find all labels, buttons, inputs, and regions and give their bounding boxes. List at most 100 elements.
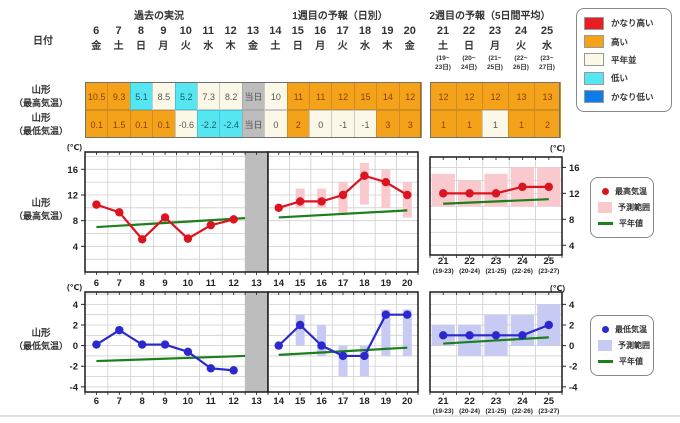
table-row-label-min: 山形 （最低気温） [0, 113, 82, 137]
panel-week1: 14 15 16 17 18 19 20 [267, 151, 419, 289]
table-cell: -0.6 [174, 110, 198, 138]
date-column-label: 日付 [33, 36, 53, 47]
x-axis-label: 20 [402, 396, 413, 407]
temperature-point [544, 182, 553, 192]
x-axis-label: 14 [273, 396, 284, 407]
date-number: 7 [115, 25, 122, 37]
table-cell: 9.3 [107, 82, 131, 110]
temperature-point [544, 320, 553, 330]
date-number: 8 [137, 25, 145, 37]
forecast-range-swatch-icon [598, 339, 612, 351]
table-cell: -2.2 [197, 110, 221, 138]
temperature-point [137, 235, 147, 244]
legend-label: 平年値 [619, 357, 643, 367]
date-header-day: 14 土 [264, 24, 286, 54]
date-weekday: 火 [516, 41, 526, 52]
forecast-range-bar [295, 188, 305, 208]
svg-text:4: 4 [73, 300, 79, 311]
x-axis-label: 21 [438, 396, 449, 407]
forecast-range-bar [338, 345, 348, 377]
svg-text:(℃): (℃) [550, 284, 565, 293]
forecast-range-bar [537, 304, 561, 346]
normal-value-line [278, 346, 408, 356]
date-weekday: 土 [438, 41, 448, 52]
temperature-line [95, 329, 234, 372]
date-weekday: 日 [135, 41, 146, 52]
section-title-past: 過去の実況 [134, 11, 184, 22]
temperature-point [518, 331, 527, 340]
legend-item-min-temp: 最低気温 [598, 322, 647, 336]
normal-value-line [96, 354, 246, 363]
temperature-point [160, 340, 170, 349]
category-swatch-icon [584, 53, 604, 67]
temperature-point [92, 200, 101, 209]
date-number: 14 [269, 25, 282, 37]
legend-item-forecast-range: 予測範囲 [598, 200, 650, 214]
table-cell: 13 [508, 82, 535, 110]
date-weekday: 木 [225, 41, 236, 52]
category-swatch-icon [584, 16, 604, 30]
date-header-day: 12 木 [219, 24, 241, 54]
table-cell: 0.1 [129, 110, 154, 138]
x-axis-label: 9 [162, 396, 167, 407]
table-cell: 12 [398, 82, 422, 110]
date-number: 16 [314, 25, 327, 37]
table-row-label-max: 山形 （最高気温） [0, 85, 82, 109]
date-number: 15 [291, 25, 304, 37]
svg-text:-2: -2 [569, 362, 577, 373]
temperature-point [403, 310, 412, 319]
station-name: 山形 [31, 198, 51, 209]
temperature-point [360, 171, 369, 180]
panel-week2: -4-202421(19-23)22(20-24)23(21-25)24(22-… [429, 291, 578, 415]
x-axis-sublabel: (23-27) [538, 268, 559, 275]
date-range: (23~ [540, 55, 554, 62]
temperature-point [229, 215, 238, 224]
temperature-line [96, 203, 234, 241]
x-axis-label: 15 [295, 278, 306, 289]
x-axis-sublabel: (20-24) [459, 408, 480, 415]
temperature-point [137, 340, 147, 349]
table-cell: 12 [331, 82, 355, 110]
svg-text:(℃): (℃) [67, 283, 82, 292]
chart-type-min: （最低気温） [13, 341, 68, 351]
legend-item-normal: 平年値 [598, 355, 646, 369]
forecast-range-bar [317, 324, 327, 356]
date-weekday: 金 [404, 41, 415, 52]
table-cell: 0 [264, 110, 288, 138]
date-weekday: 金 [91, 41, 102, 52]
temperature-point [183, 234, 193, 243]
date-header-day: 11 水 [197, 24, 219, 54]
date-header-day: 20 金 [399, 24, 421, 54]
table-cell: 15 [353, 82, 378, 110]
x-axis-label: 9 [162, 278, 167, 289]
category-swatch-icon [584, 35, 604, 49]
temperature-point [115, 208, 124, 217]
table-cell: 5.1 [129, 82, 154, 110]
date-header-day: 25 水 (23~ 27日) [534, 24, 560, 72]
x-axis-label: 8 [140, 278, 145, 289]
min-chart-legend: 最低気温 予測範囲 平年値 [590, 315, 654, 376]
date-range: (22~ [514, 55, 528, 62]
date-weekday: 月 [490, 41, 500, 52]
svg-text:4: 4 [569, 300, 575, 311]
legend-label: 予測範囲 [618, 340, 650, 350]
temperature-point [274, 341, 283, 350]
legend-label: かなり高い [611, 18, 654, 29]
legend-item-very_high: かなり高い [584, 16, 664, 31]
date-range: 25日) [487, 64, 503, 71]
svg-text:0: 0 [569, 341, 574, 352]
temperature-point [338, 190, 348, 200]
table-cell: 7.3 [197, 82, 221, 110]
table-cell: 3 [376, 110, 400, 138]
forecast-range-bar [338, 182, 348, 215]
forecast-range-bar [484, 173, 508, 207]
date-header-day: 19 木 [376, 24, 398, 54]
temperature-point [338, 351, 348, 361]
temperature-point [381, 310, 391, 319]
date-header-day: 23 月 (21~ 25日) [482, 24, 508, 72]
station-name: 山形 [31, 328, 51, 339]
x-axis-label: 15 [295, 396, 306, 407]
